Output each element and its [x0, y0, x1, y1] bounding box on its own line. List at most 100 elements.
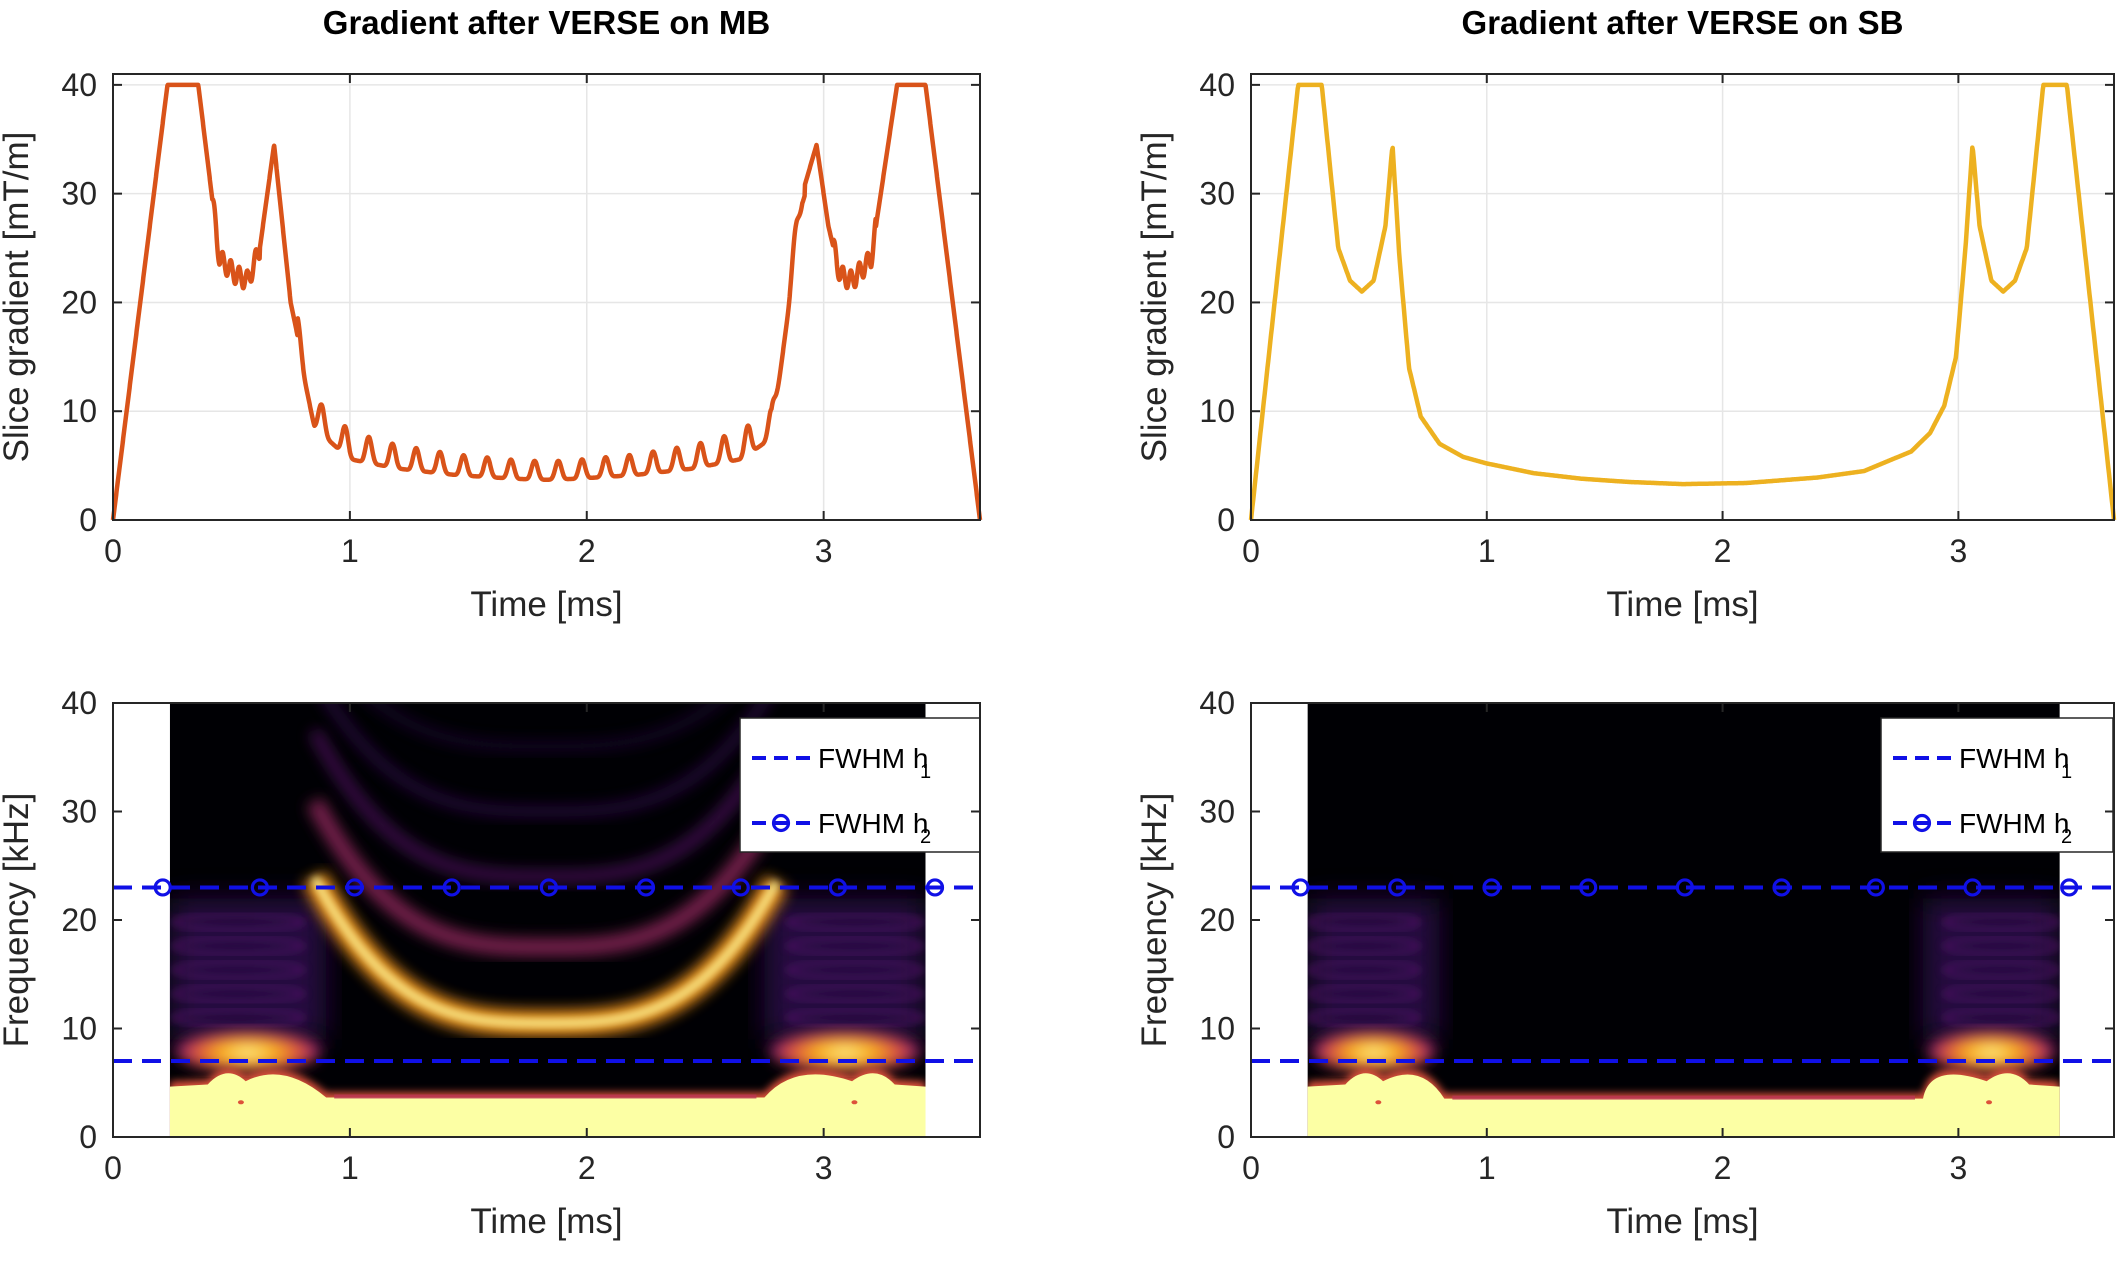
legend-label-subscript: 2 — [2061, 826, 2072, 848]
fwhm-h2-marker — [1482, 878, 1501, 897]
y-tick-label: 40 — [1199, 67, 1235, 103]
legend-label: FWHM h — [818, 743, 928, 774]
spectrogram-arc — [306, 797, 785, 957]
spectrogram-dot — [237, 1100, 244, 1105]
fwhm-h2-marker — [925, 878, 945, 897]
y-tick-label: 10 — [1199, 1011, 1235, 1047]
fwhm-h2-marker — [345, 878, 364, 897]
y-tick-label: 40 — [61, 67, 97, 103]
x-axis-label: Time [ms] — [470, 585, 622, 624]
legend-marker-sample — [771, 813, 791, 833]
x-tick-label: 0 — [1242, 533, 1260, 569]
x-tick-label: 1 — [341, 1150, 359, 1186]
spectrogram-base — [1307, 1073, 2060, 1137]
x-tick-label: 2 — [1714, 533, 1732, 569]
fwhm-h2-marker — [250, 878, 269, 897]
x-tick-label: 0 — [104, 533, 122, 569]
spectrogram-fringe — [785, 911, 925, 933]
legend-label-subscript: 1 — [920, 761, 931, 783]
spectrogram-fringe — [1941, 1007, 2060, 1029]
y-tick-label: 20 — [1199, 284, 1235, 320]
x-axis-label: Time [ms] — [1606, 1202, 1758, 1241]
y-tick-label: 0 — [79, 502, 97, 538]
spectrogram-hotspot — [173, 1028, 323, 1073]
fwhm-h2-marker — [153, 878, 172, 897]
legend-label: FWHM h — [1959, 743, 2069, 774]
fwhm-h2-marker — [1388, 878, 1407, 897]
x-tick-label: 0 — [104, 1150, 122, 1186]
fwhm-h2-marker — [442, 878, 461, 897]
fwhm-h2-marker — [1866, 878, 1885, 897]
plot-frame — [112, 73, 981, 521]
spectrogram-fringe — [1941, 935, 2060, 957]
spectrogram-fringe — [785, 935, 925, 957]
spectrogram-fringe — [170, 983, 306, 1005]
spectrogram-fringe — [1307, 983, 1422, 1005]
y-tick-label: 40 — [1199, 685, 1235, 721]
y-tick-label: 20 — [61, 902, 97, 938]
legend-label-subscript: 2 — [920, 826, 931, 848]
gradient-series-line — [110, 82, 983, 521]
spectrogram-hotspot — [1926, 1028, 2057, 1073]
spectrogram-fringe — [170, 1007, 306, 1029]
spectrogram-fringe — [1307, 959, 1422, 981]
chart-title: Gradient after VERSE on MB — [323, 4, 770, 41]
fwhm-h2-marker — [2060, 878, 2079, 897]
x-tick-label: 2 — [578, 533, 596, 569]
fwhm-h2-marker — [1579, 878, 1598, 897]
fwhm-h2-marker — [1772, 878, 1791, 897]
spectrogram-fringe — [785, 1007, 925, 1029]
y-tick-label: 30 — [61, 794, 97, 830]
legend-marker-sample — [1912, 813, 1932, 833]
y-tick-label: 30 — [1199, 794, 1235, 830]
spectrogram-arc — [369, 703, 724, 752]
y-axis-label: Frequency [kHz] — [1135, 793, 1174, 1048]
spectrogram-fringe — [1307, 911, 1422, 933]
y-tick-label: 10 — [61, 393, 97, 429]
x-tick-label: 1 — [1478, 1150, 1496, 1186]
fwhm-h2-marker — [1963, 878, 1982, 897]
x-axis-label: Time [ms] — [1606, 585, 1758, 624]
y-tick-label: 20 — [61, 284, 97, 320]
spectrogram-arc — [323, 703, 770, 818]
x-tick-label: 3 — [815, 1150, 833, 1186]
y-tick-label: 10 — [61, 1011, 97, 1047]
spectrogram-image — [1307, 703, 2060, 1137]
x-tick-label: 3 — [815, 533, 833, 569]
y-axis-label: Slice gradient [mT/m] — [0, 132, 36, 463]
y-tick-label: 0 — [1217, 502, 1235, 538]
spectrogram-fringe — [1307, 1007, 1422, 1029]
chart-title: Gradient after VERSE on SB — [1462, 4, 1904, 41]
plot-frame — [1250, 73, 2115, 521]
y-tick-label: 30 — [1199, 176, 1235, 212]
spectrogram-dot — [1375, 1100, 1382, 1105]
x-tick-label: 2 — [1714, 1150, 1732, 1186]
spectrogram-fringe — [1941, 911, 2060, 933]
y-tick-label: 30 — [61, 176, 97, 212]
fwhm-h2-marker — [539, 878, 558, 897]
x-tick-label: 3 — [1949, 1150, 1967, 1186]
x-tick-label: 0 — [1242, 1150, 1260, 1186]
fwhm-h2-marker — [636, 878, 656, 897]
spectrogram-dot — [1986, 1100, 1993, 1105]
spectrogram-fringe — [1941, 959, 2060, 981]
y-tick-label: 0 — [1217, 1119, 1235, 1155]
spectrogram-fringe — [1307, 935, 1422, 957]
legend-label: FWHM h — [818, 808, 928, 839]
spectrogram-fringe — [170, 935, 306, 957]
y-axis-label: Slice gradient [mT/m] — [1135, 132, 1174, 463]
y-tick-label: 20 — [1199, 902, 1235, 938]
spectrogram-fringe — [785, 983, 925, 1005]
fwhm-h2-marker — [1291, 878, 1310, 897]
spectrogram-fringe — [170, 959, 306, 981]
spectrogram-hotspot — [768, 1028, 922, 1073]
spectrogram-arc — [308, 727, 783, 884]
spectrogram-dot — [851, 1100, 858, 1105]
fwhm-h2-marker — [1675, 878, 1694, 897]
